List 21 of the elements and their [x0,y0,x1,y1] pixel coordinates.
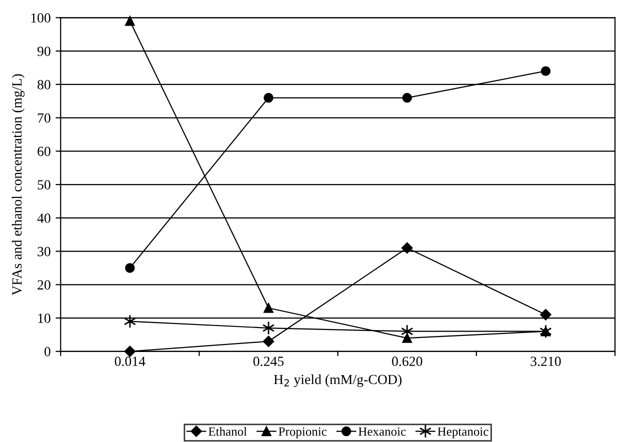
y-tick-label: 20 [38,280,50,290]
y-tick-label: 0 [44,346,50,356]
y-axis-title: VFAs and ethanol concentration (mg/L) [12,74,25,296]
y-tick-label: 60 [38,146,50,156]
y-tick-label: 90 [37,46,50,56]
y-tick-label: 70 [38,113,50,123]
y-tick-label: 50 [38,180,50,190]
x-axis-title: H$_{2}$ yield (mM/g-COD) [274,374,402,388]
y-tick-label: 80 [38,80,50,90]
x-tick-label: 0.620 [392,356,422,366]
x-tick-label: 0.014 [114,356,146,366]
x-tick-label: 3.210 [530,356,561,366]
legend-label: Hexanoic [358,427,406,436]
y-tick-label: 30 [38,246,50,256]
legend-label: Ethanol [208,426,247,436]
y-tick-label: 40 [37,213,50,223]
y-tick-label: 100 [31,13,50,23]
y-tick-label: 10 [38,314,50,323]
legend-label: Heptanoic [438,427,488,438]
x-tick-label: 0.245 [253,356,284,366]
legend-label: Propionic [278,427,327,438]
